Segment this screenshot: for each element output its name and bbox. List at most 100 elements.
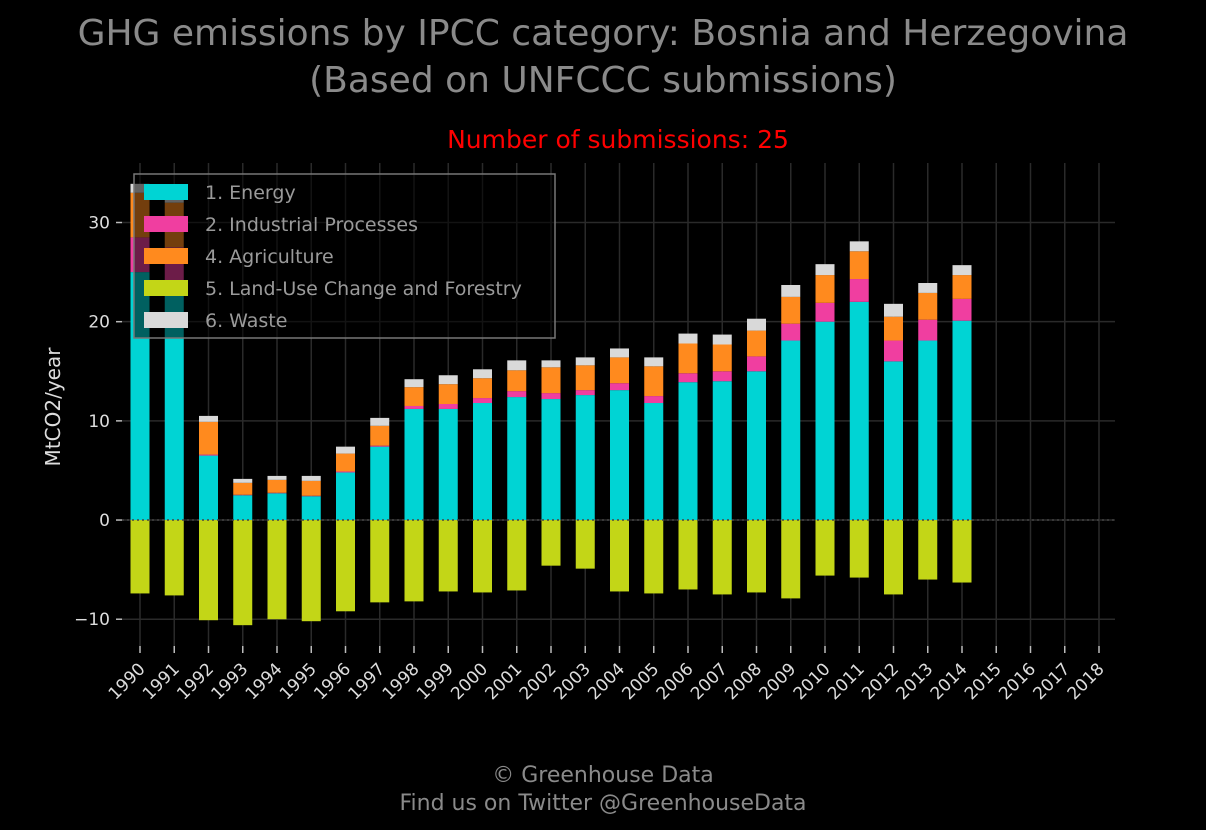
footer-credit: © Greenhouse Data: [492, 763, 713, 788]
bar-lulucf-1999: [438, 520, 458, 592]
bar-energy-1993: [233, 495, 253, 521]
y-tick-label: 0: [99, 511, 110, 531]
bar-energy-2000: [473, 403, 492, 521]
bar-lulucf-2005: [644, 520, 664, 594]
bar-energy-2006: [678, 382, 698, 521]
bar-waste-1999: [438, 375, 458, 385]
bar-agriculture-1997: [370, 425, 390, 446]
bar-waste-2004: [610, 348, 629, 358]
bar-energy-1994: [267, 493, 287, 521]
y-tick-label: 30: [88, 214, 110, 234]
bar-energy-1992: [199, 455, 218, 521]
bar-lulucf-2011: [849, 520, 869, 578]
footer-twitter: Find us on Twitter @GreenhouseData: [399, 791, 806, 816]
bar-waste-2003: [575, 357, 595, 366]
bar-industrial-1997: [370, 445, 390, 447]
bar-agriculture-2011: [849, 251, 869, 280]
bar-energy-2008: [747, 371, 766, 521]
bar-industrial-2003: [575, 390, 595, 396]
bar-lulucf-2014: [952, 520, 972, 583]
bar-agriculture-2001: [507, 370, 527, 392]
bar-industrial-2002: [541, 393, 561, 400]
bar-lulucf-2012: [884, 520, 903, 595]
legend-swatch-energy: [144, 184, 188, 200]
bar-agriculture-1993: [233, 482, 253, 495]
bar-agriculture-2014: [952, 275, 972, 299]
y-axis-label: MtCO2/year: [41, 347, 65, 467]
bar-industrial-2010: [815, 302, 835, 322]
bar-waste-2002: [541, 360, 561, 368]
bar-agriculture-1995: [301, 480, 321, 496]
bar-industrial-1992: [199, 454, 218, 456]
bar-waste-1998: [404, 379, 424, 388]
bar-waste-2006: [678, 333, 698, 344]
bar-lulucf-1996: [336, 520, 355, 612]
legend-label-industrial: 2. Industrial Processes: [205, 214, 418, 236]
bar-industrial-2012: [884, 340, 903, 362]
bar-agriculture-1999: [438, 384, 458, 405]
legend-label-lulucf: 5. Land-Use Change and Forestry: [205, 278, 522, 300]
bar-agriculture-2004: [610, 357, 629, 384]
bar-energy-1991: [164, 282, 184, 521]
bar-waste-1993: [233, 478, 253, 483]
bar-lulucf-2001: [507, 520, 527, 591]
bar-industrial-1995: [301, 495, 321, 497]
bar-industrial-2013: [918, 319, 938, 341]
legend-label-waste: 6. Waste: [205, 310, 287, 332]
bar-agriculture-1992: [199, 421, 218, 455]
bar-waste-2009: [781, 284, 801, 297]
bar-agriculture-2010: [815, 275, 835, 303]
bar-waste-2008: [747, 318, 766, 331]
bar-lulucf-1994: [267, 520, 287, 620]
bar-industrial-1999: [438, 404, 458, 409]
legend-swatch-waste: [144, 312, 188, 328]
bar-energy-1997: [370, 446, 390, 521]
bar-industrial-1998: [404, 405, 424, 409]
bar-industrial-1996: [336, 471, 355, 473]
bar-waste-1994: [267, 475, 287, 480]
bar-lulucf-2007: [712, 520, 732, 595]
y-tick-label: 20: [88, 313, 110, 333]
bar-energy-2010: [815, 321, 835, 521]
legend-swatch-industrial: [144, 216, 188, 232]
legend-swatch-agriculture: [144, 248, 188, 264]
bar-energy-1998: [404, 408, 424, 521]
y-tick-label: −10: [74, 610, 110, 630]
bar-agriculture-2000: [473, 378, 492, 399]
bar-lulucf-2006: [678, 520, 698, 590]
bar-energy-2014: [952, 320, 972, 521]
bar-waste-2001: [507, 360, 527, 371]
bar-industrial-2007: [712, 371, 732, 382]
bar-waste-1996: [336, 446, 355, 454]
bar-agriculture-1998: [404, 387, 424, 406]
bar-energy-2011: [849, 301, 869, 521]
bar-agriculture-1996: [336, 453, 355, 472]
chart-subtitle: Number of submissions: 25: [447, 125, 789, 154]
bar-waste-1997: [370, 417, 390, 426]
bar-waste-1995: [301, 475, 321, 481]
bar-energy-2004: [610, 390, 629, 521]
bar-waste-1992: [199, 415, 218, 422]
bar-energy-2005: [644, 403, 664, 521]
bar-industrial-2008: [747, 356, 766, 372]
bar-agriculture-2009: [781, 296, 801, 324]
bar-agriculture-2002: [541, 367, 561, 394]
chart-title-line2: (Based on UNFCCC submissions): [309, 60, 897, 101]
bar-lulucf-2013: [918, 520, 938, 580]
bar-energy-2002: [541, 399, 561, 521]
bar-agriculture-2005: [644, 366, 664, 397]
bar-lulucf-1995: [301, 520, 321, 622]
bar-energy-2007: [712, 381, 732, 521]
bar-waste-2014: [952, 265, 972, 276]
bar-energy-2003: [575, 395, 595, 521]
bar-lulucf-1992: [199, 520, 218, 621]
bar-lulucf-2004: [610, 520, 629, 592]
bar-waste-2005: [644, 357, 664, 367]
bar-industrial-2004: [610, 383, 629, 391]
bar-energy-1996: [336, 472, 355, 521]
bar-energy-2009: [781, 340, 801, 521]
bar-industrial-2000: [473, 398, 492, 404]
bar-industrial-1994: [267, 492, 287, 494]
bar-lulucf-2008: [747, 520, 766, 593]
